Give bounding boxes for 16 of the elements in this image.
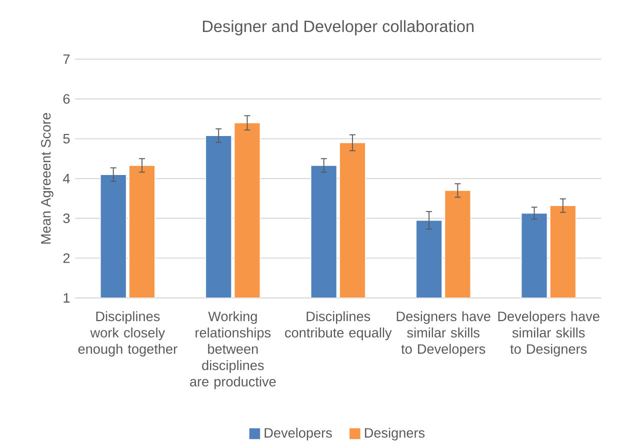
x-tick-label: Designers have similar skills to Developers — [396, 311, 490, 357]
x-tick-label: Working relationships between disciplines are productive — [190, 311, 276, 390]
y-tick-label: 6 — [63, 94, 70, 104]
x-tick-label: Developers have similar skills to Designers — [498, 311, 600, 357]
x-tick-label: Disciplines work closely enough together — [78, 311, 178, 357]
y-tick-label: 2 — [63, 253, 70, 263]
legend-label: Developers — [264, 428, 332, 440]
legend-label: Designers — [364, 428, 425, 440]
y-tick-label: 1 — [64, 293, 70, 303]
y-tick-label: 7 — [63, 54, 70, 64]
y-axis-title: Mean Agreeent Score — [41, 113, 54, 244]
y-tick-label: 5 — [63, 134, 70, 144]
x-tick-label: Disciplines contribute equally — [285, 311, 392, 340]
y-tick-label: 3 — [63, 214, 70, 224]
y-tick-label: 4 — [63, 174, 70, 184]
chart-title: Designer and Developer collaboration — [202, 20, 474, 36]
